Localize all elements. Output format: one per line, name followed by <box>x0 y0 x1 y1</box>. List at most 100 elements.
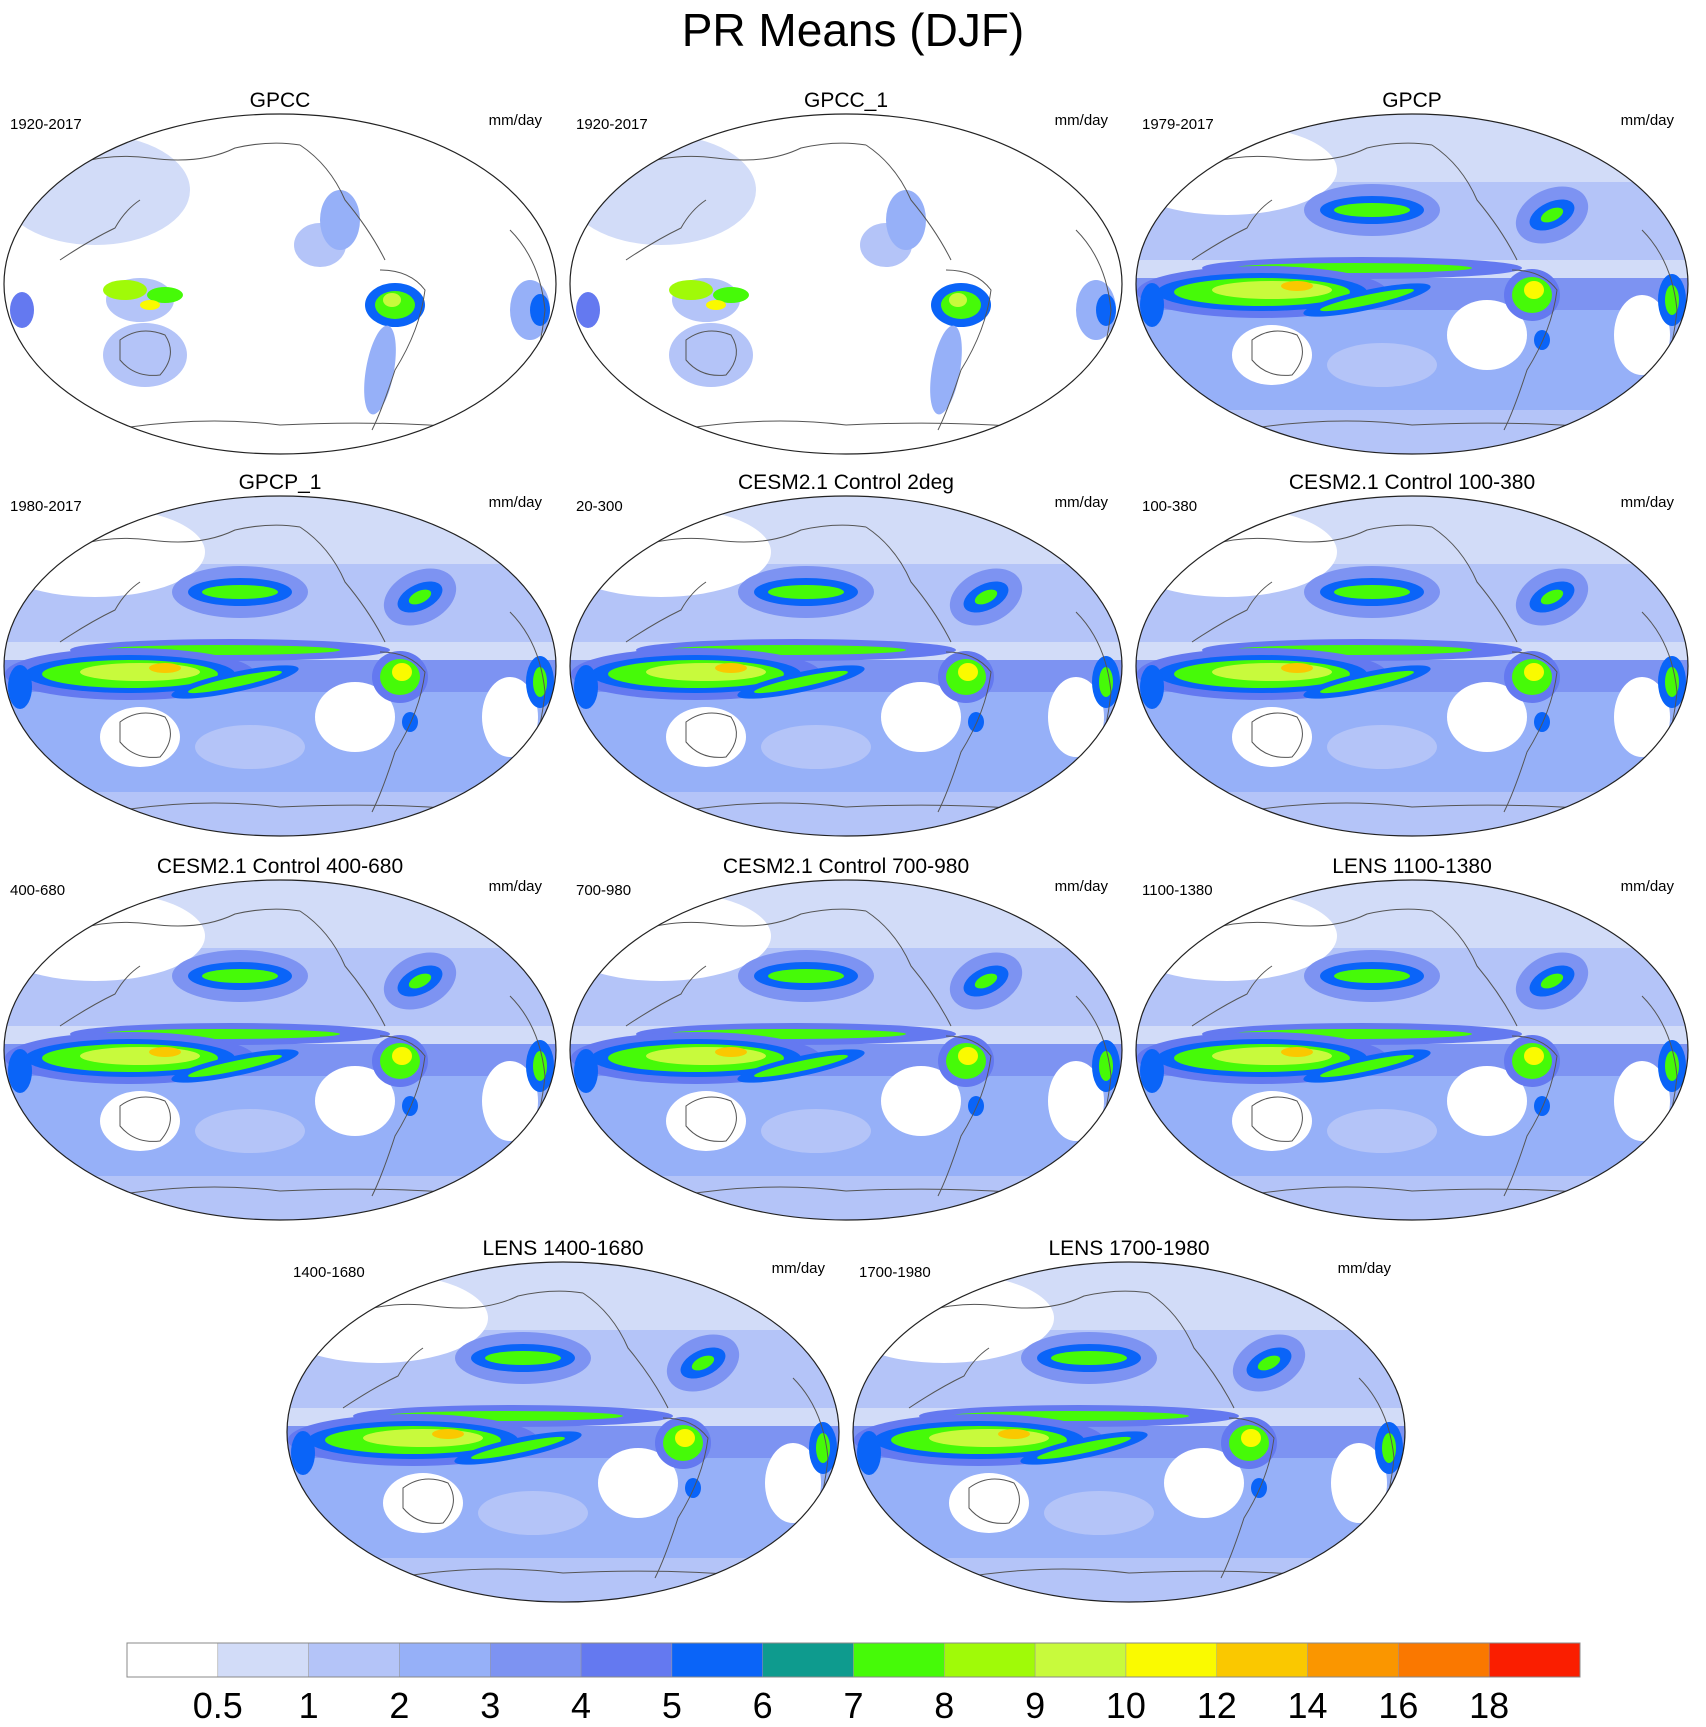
coastline <box>1251 330 1303 376</box>
warm-pool <box>715 1047 747 1057</box>
dry-region <box>1048 677 1104 757</box>
coastline <box>582 1292 669 1409</box>
coastline <box>685 1096 737 1142</box>
colorbar-swatch <box>944 1642 1036 1678</box>
dry-region <box>1048 1061 1104 1141</box>
precip-band <box>478 1491 588 1535</box>
coastline <box>119 1096 171 1142</box>
warm-pool <box>80 1047 200 1065</box>
africa-rain <box>533 1051 547 1081</box>
precip-band <box>1136 410 1688 454</box>
coastline <box>937 269 992 431</box>
coastline <box>109 420 471 431</box>
coastline <box>119 330 171 376</box>
africa-rain <box>1665 667 1679 697</box>
coastline <box>1503 269 1558 431</box>
colorbar-swatch <box>126 1642 219 1678</box>
dry-region <box>315 682 395 752</box>
map-border <box>3 113 557 455</box>
map-border <box>569 113 1123 455</box>
coastline <box>1503 1035 1558 1197</box>
panel-period: 1100-1380 <box>1142 882 1213 899</box>
colorbar-swatch <box>308 1642 400 1678</box>
coastline <box>402 1478 454 1524</box>
warm-pool <box>1281 1047 1313 1057</box>
colorbar-tick-label: 5 <box>662 1685 682 1726</box>
amazon-rain <box>958 663 978 681</box>
colorbar-swatch <box>853 1642 945 1678</box>
precip-contour <box>1534 1096 1550 1116</box>
warm-pool <box>1212 663 1332 681</box>
panel-title: LENS 1400-1680 <box>482 1237 644 1260</box>
africa-rain <box>1099 667 1113 697</box>
colorbar-swatch <box>490 1642 582 1678</box>
coastline <box>654 1417 709 1579</box>
dry-region <box>598 1448 678 1518</box>
colorbar-swatch <box>217 1642 309 1678</box>
colorbar-tick-label: 2 <box>389 1685 409 1726</box>
precip-contour <box>383 293 401 307</box>
colorbar-swatch <box>671 1642 763 1678</box>
panel-period: 100-380 <box>1142 498 1198 515</box>
storm-track <box>202 969 278 983</box>
storm-track <box>1540 973 1564 989</box>
africa-rain <box>291 1431 315 1475</box>
warm-pool <box>646 1047 766 1065</box>
precip-contour <box>402 712 418 732</box>
dry-region <box>765 1443 821 1523</box>
amazon-rain <box>1241 1429 1261 1447</box>
map-border <box>1135 495 1689 837</box>
coastline <box>59 965 141 1027</box>
panel-period: 400-680 <box>10 882 66 899</box>
colorbar-swatch <box>399 1642 491 1678</box>
map-panel: GPCC 1920-2017 mm/day <box>0 88 560 458</box>
coastline <box>625 199 707 261</box>
africa-rain <box>533 667 547 697</box>
colorbar-tick-label: 0.5 <box>193 1685 243 1726</box>
map-panel: CESM2.1 Control 400-680 400-680 mm/day <box>0 854 560 1224</box>
land-region <box>886 190 926 250</box>
dry-region <box>1232 707 1312 767</box>
colorbar-tick-label: 1 <box>299 1685 319 1726</box>
precip-band <box>570 1176 1122 1220</box>
precip-map <box>3 495 557 837</box>
coastline <box>109 802 471 813</box>
map-panel: CESM2.1 Control 2deg 20-300 mm/day <box>566 470 1126 840</box>
coastline <box>1431 526 1518 643</box>
africa-rain <box>1665 285 1679 315</box>
spcz <box>188 1054 282 1078</box>
land-region <box>4 135 190 245</box>
colorbar-frame <box>126 1642 1581 1678</box>
map-border <box>569 879 1123 1221</box>
precip-band <box>570 792 1122 836</box>
warm-pool <box>1281 663 1313 673</box>
dry-region <box>1614 1061 1670 1141</box>
panel-period: 1980-2017 <box>10 498 82 515</box>
warm-pool <box>646 663 766 681</box>
amazon-rain <box>392 1047 412 1065</box>
spcz <box>1320 1054 1414 1078</box>
spcz <box>1037 1436 1131 1460</box>
precip-band <box>761 725 871 769</box>
precip-contour <box>706 300 726 310</box>
map-panel: CESM2.1 Control 100-380 100-380 mm/day <box>1132 470 1692 840</box>
colorbar-tick-label: 6 <box>753 1685 773 1726</box>
precip-map <box>286 1261 840 1603</box>
dry-region <box>383 1473 463 1533</box>
panel-title: GPCP <box>1382 89 1442 112</box>
colorbar-tick-label: 4 <box>571 1685 591 1726</box>
precip-contour <box>147 287 183 303</box>
precip-band <box>195 725 305 769</box>
precip-contour <box>949 293 967 307</box>
precip-contour <box>576 292 600 328</box>
panel-title: CESM2.1 Control 700-980 <box>722 855 970 878</box>
dry-region <box>1232 1091 1312 1151</box>
spcz <box>754 1054 848 1078</box>
panel-title: CESM2.1 Control 100-380 <box>1288 471 1536 494</box>
coastline <box>342 1347 424 1409</box>
storm-track <box>1334 203 1410 217</box>
africa-rain <box>8 1049 32 1093</box>
precip-contour <box>140 300 160 310</box>
coastline <box>392 1568 754 1579</box>
storm-track <box>408 589 432 605</box>
